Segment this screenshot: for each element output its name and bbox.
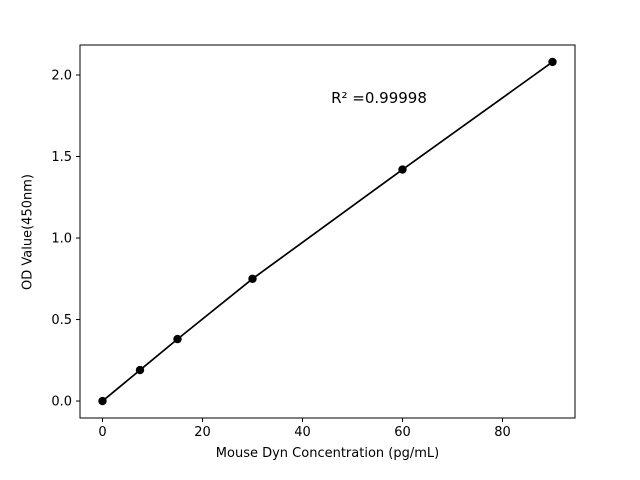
data-point xyxy=(135,365,145,375)
r-squared-annotation: R² =0.99998 xyxy=(331,89,427,107)
y-tick-label: 0.0 xyxy=(51,395,72,410)
data-point xyxy=(98,396,107,406)
x-tick-label: 0 xyxy=(98,425,106,440)
data-point xyxy=(248,274,257,283)
x-tick-label: 80 xyxy=(494,425,511,440)
x-axis-label: Mouse Dyn Concentration (pg/mL) xyxy=(215,446,440,461)
x-tick-label: 20 xyxy=(194,425,211,440)
y-tick-label: 0.5 xyxy=(51,313,72,328)
x-tick-label: 40 xyxy=(294,425,311,440)
data-point xyxy=(548,57,557,67)
data-point xyxy=(173,334,182,344)
y-tick-label: 1.0 xyxy=(51,232,72,247)
y-axis-label: OD Value(450nm) xyxy=(20,174,36,290)
axes-frame xyxy=(79,44,576,419)
fit-line xyxy=(101,61,553,402)
y-tick-label: 2.0 xyxy=(51,68,72,83)
x-tick-label: 60 xyxy=(394,425,411,440)
data-point xyxy=(398,165,407,174)
y-tick-label: 1.5 xyxy=(51,150,72,165)
